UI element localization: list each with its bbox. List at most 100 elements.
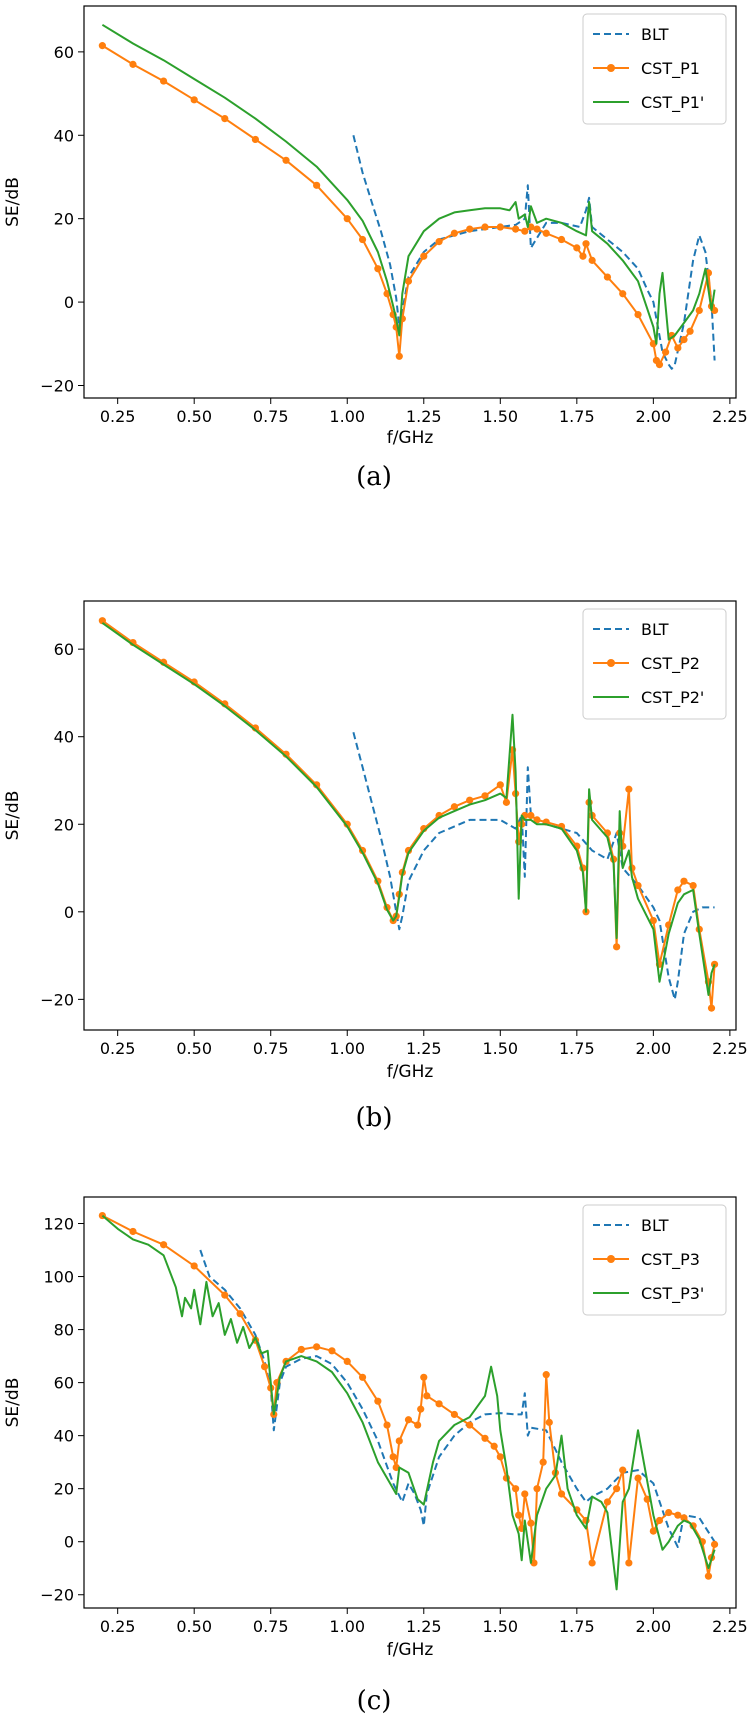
data-point [619, 1466, 627, 1474]
data-point [582, 240, 590, 248]
data-point [414, 1421, 422, 1429]
x-tick-label: 0.25 [100, 1617, 136, 1636]
data-point [695, 306, 703, 315]
data-point [392, 1463, 400, 1472]
y-axis-label: SE/dB [3, 1378, 23, 1428]
data-point [512, 1485, 520, 1493]
data-point [515, 1511, 523, 1519]
x-tick-label: 0.75 [253, 407, 289, 426]
x-tick-label: 1.50 [482, 1039, 518, 1058]
y-tick-label: −20 [40, 376, 74, 395]
data-point [527, 223, 535, 231]
series-line-cst-p2- [101, 622, 716, 996]
data-point [674, 886, 682, 894]
data-point [389, 1453, 397, 1461]
data-point [496, 781, 504, 789]
data-point [129, 60, 137, 68]
plot-frame [83, 600, 737, 1031]
data-point [490, 1442, 498, 1450]
data-point [533, 1485, 541, 1493]
data-point [588, 1559, 596, 1567]
data-point [686, 327, 694, 335]
data-point [680, 877, 688, 885]
series-line-cst-p1- [101, 23, 716, 345]
y-tick-label: 80 [54, 1321, 74, 1340]
data-point [404, 1416, 413, 1424]
legend-label: BLT [641, 1216, 669, 1235]
data-point [502, 798, 511, 806]
data-point [579, 252, 587, 260]
data-point [680, 1514, 688, 1522]
data-point [625, 785, 633, 793]
data-point [649, 1527, 657, 1535]
data-point [481, 1434, 489, 1442]
data-point [619, 842, 627, 850]
plot-area [98, 1211, 719, 1591]
legend-label: CST_P1' [641, 93, 704, 113]
legend-box [582, 13, 727, 125]
data-point [573, 244, 581, 252]
data-point [557, 235, 566, 244]
plot-frame [83, 1196, 737, 1609]
data-point [674, 344, 682, 352]
data-point [542, 1371, 550, 1379]
data-point [533, 816, 541, 824]
data-point [634, 881, 642, 890]
data-point [328, 1347, 336, 1355]
data-point [313, 181, 321, 189]
x-tick-label: 0.75 [253, 1617, 289, 1636]
data-point [313, 781, 321, 789]
legend-box [582, 1204, 727, 1316]
data-point [358, 1373, 367, 1381]
y-tick-label: −20 [40, 1586, 74, 1605]
data-point [297, 1345, 305, 1354]
y-tick-label: 40 [54, 728, 74, 747]
legend-box [582, 608, 727, 720]
data-point [159, 1241, 168, 1249]
x-tick-label: 2.00 [636, 1039, 672, 1058]
x-axis-label: f/GHz [387, 1640, 434, 1660]
data-point [625, 1559, 633, 1567]
data-point [190, 96, 198, 104]
data-point [655, 361, 664, 369]
x-tick-label: 1.00 [329, 1039, 365, 1058]
legend-label: CST_P3 [641, 1250, 700, 1270]
data-point [710, 1540, 719, 1548]
data-point [159, 77, 168, 85]
data-point [521, 1490, 529, 1498]
data-point [496, 223, 504, 231]
legend-marker [607, 659, 615, 667]
data-point [496, 1453, 504, 1461]
data-point [680, 336, 688, 344]
x-tick-label: 1.75 [559, 407, 595, 426]
data-point [221, 1291, 229, 1299]
x-tick-label: 2.00 [636, 407, 672, 426]
data-point [689, 881, 697, 890]
data-point [661, 348, 670, 356]
x-tick-label: 2.25 [712, 1039, 748, 1058]
data-point [466, 1421, 474, 1429]
y-tick-label: 60 [54, 1374, 74, 1393]
data-point [619, 290, 627, 298]
data-point [530, 1559, 538, 1567]
legend-label: CST_P3' [641, 1284, 704, 1304]
data-point [512, 225, 520, 233]
data-point [643, 1495, 651, 1503]
data-point [417, 1405, 425, 1413]
data-point [435, 238, 443, 246]
data-point [542, 229, 550, 237]
x-tick-label: 0.50 [176, 1039, 212, 1058]
y-axis-label: SE/dB [3, 791, 23, 841]
data-point [129, 1227, 137, 1236]
legend-label: BLT [641, 25, 669, 44]
data-point [481, 223, 489, 231]
data-point [588, 256, 596, 264]
y-tick-label: 60 [54, 43, 74, 62]
data-point [190, 1262, 198, 1270]
x-tick-label: 2.25 [712, 407, 748, 426]
data-point [674, 1511, 682, 1519]
data-point [521, 227, 529, 235]
x-axis-label: f/GHz [387, 428, 434, 448]
legend-label: CST_P2' [641, 688, 704, 708]
